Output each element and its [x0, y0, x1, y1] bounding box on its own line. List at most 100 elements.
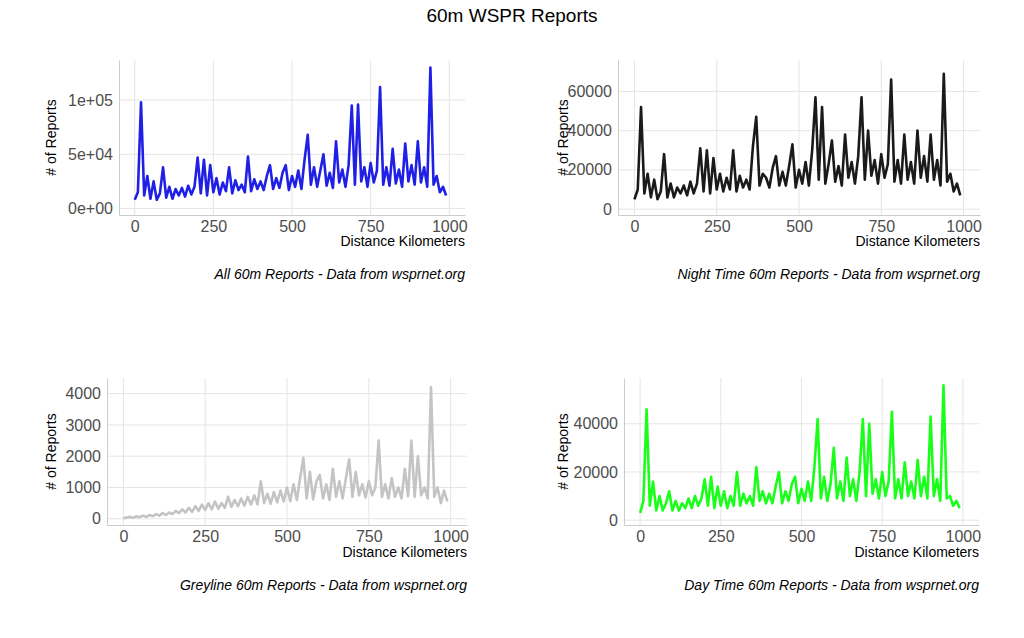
x-tick-label: 500 [279, 218, 306, 235]
y-tick-label: 20000 [574, 464, 619, 481]
grid-line [963, 60, 964, 215]
x-tick-label: 250 [201, 218, 228, 235]
grid-line [287, 378, 288, 525]
chart-root: 60m WSPR Reports 0 250 500 750 1000 0e+00 5e+04… [0, 0, 1024, 638]
y-tick-label: 40000 [574, 415, 619, 432]
grid-line [882, 378, 883, 525]
x-axis-title: Distance Kilometers [856, 233, 981, 249]
panel: 0 250 500 750 1000 0 1000 2000 3000 4000 Distance … [43, 378, 469, 593]
y-axis: 0 20000 40000 [574, 379, 625, 529]
y-tick-label: 40000 [568, 122, 613, 139]
x-tick: 1000 [433, 528, 469, 545]
x-tick-label: 0 [119, 528, 128, 545]
x-tick-label: 250 [192, 528, 219, 545]
x-axis-line [625, 525, 980, 526]
y-tick: 5e+04 [68, 146, 113, 163]
grid-line [962, 378, 963, 525]
x-tick-label: 250 [708, 528, 735, 545]
y-tick-label: 0 [603, 201, 612, 218]
data-line [123, 387, 447, 518]
x-tick-label: 250 [704, 218, 731, 235]
x-tick-label: 500 [274, 528, 301, 545]
x-tick-label: 0 [131, 218, 140, 235]
y-axis-title: # of Reports [43, 99, 59, 175]
y-tick: 0 [603, 201, 612, 218]
y-tick-label: 20000 [568, 161, 613, 178]
x-tick: 750 [356, 528, 383, 545]
grid-line [449, 60, 450, 215]
y-axis-line [618, 61, 619, 216]
y-tick-label: 3000 [65, 417, 101, 434]
x-axis-line [108, 525, 468, 526]
data-line [634, 74, 960, 200]
grid-line [205, 378, 206, 525]
y-tick-label: 1e+05 [68, 92, 113, 109]
y-axis: 0e+00 5e+04 1e+05 [68, 61, 119, 218]
y-tick: 3000 [65, 417, 101, 434]
x-axis: 0 250 500 750 1000 [108, 526, 470, 546]
y-tick-label: 0 [92, 510, 101, 527]
x-tick-label: 1000 [946, 528, 982, 545]
y-axis-line [624, 379, 625, 526]
grid [107, 378, 467, 525]
x-tick: 1000 [946, 528, 982, 545]
x-tick: 0 [631, 218, 640, 235]
x-axis-title: Distance Kilometers [341, 233, 466, 249]
grid-line [292, 60, 293, 215]
y-tick-label: 2000 [65, 448, 101, 465]
x-tick: 250 [201, 218, 228, 235]
y-tick: 40000 [574, 415, 619, 432]
x-tick: 250 [192, 528, 219, 545]
grid-line [881, 60, 882, 215]
y-axis: 0 20000 40000 60000 [568, 61, 619, 218]
caption: Night Time 60m Reports - Data from wsprn… [677, 266, 980, 282]
x-tick: 500 [274, 528, 301, 545]
x-tick-label: 500 [789, 528, 816, 545]
y-tick: 0 [609, 512, 618, 529]
y-axis-title: # of Reports [555, 413, 571, 489]
plot-area [640, 385, 960, 513]
y-tick: 60000 [568, 83, 613, 100]
x-tick-label: 0 [631, 218, 640, 235]
data-line [135, 68, 446, 200]
caption: Greyline 60m Reports - Data from wsprnet… [180, 577, 467, 593]
grid-line [368, 378, 369, 525]
grid [624, 378, 979, 525]
grid-line [450, 378, 451, 525]
grid-line [801, 378, 802, 525]
x-axis-title: Distance Kilometers [855, 544, 980, 560]
y-tick: 1000 [65, 479, 101, 496]
x-tick: 500 [789, 528, 816, 545]
y-tick-label: 4000 [65, 385, 101, 402]
x-tick-label: 750 [356, 528, 383, 545]
x-tick-label: 500 [786, 218, 813, 235]
y-tick: 40000 [568, 122, 613, 139]
grid-line [799, 60, 800, 215]
grid-line [634, 60, 635, 215]
y-axis-title: # of Reports [555, 99, 571, 175]
y-tick: 0e+00 [68, 200, 113, 217]
plot-area [135, 68, 446, 200]
grid [618, 60, 980, 215]
data-line [640, 385, 960, 513]
y-axis-line [107, 379, 108, 526]
plot-area [634, 74, 960, 200]
y-axis-line [119, 61, 120, 216]
x-axis-title: Distance Kilometers [343, 544, 468, 560]
main-title: 60m WSPR Reports [426, 5, 597, 26]
x-tick-label: 0 [636, 528, 645, 545]
caption: All 60m Reports - Data from wsprnet.org [213, 266, 465, 282]
x-tick: 250 [708, 528, 735, 545]
x-tick: 250 [704, 218, 731, 235]
y-tick: 20000 [568, 161, 613, 178]
x-axis-line [619, 215, 981, 216]
plot-area [123, 387, 447, 518]
y-tick-label: 0 [609, 512, 618, 529]
grid-line [640, 378, 641, 525]
x-tick: 0 [119, 528, 128, 545]
x-tick: 0 [131, 218, 140, 235]
y-axis-title: # of Reports [43, 413, 59, 489]
y-tick-label: 1000 [65, 479, 101, 496]
x-axis: 02505007501000 [625, 526, 982, 546]
y-tick-label: 5e+04 [68, 146, 113, 163]
